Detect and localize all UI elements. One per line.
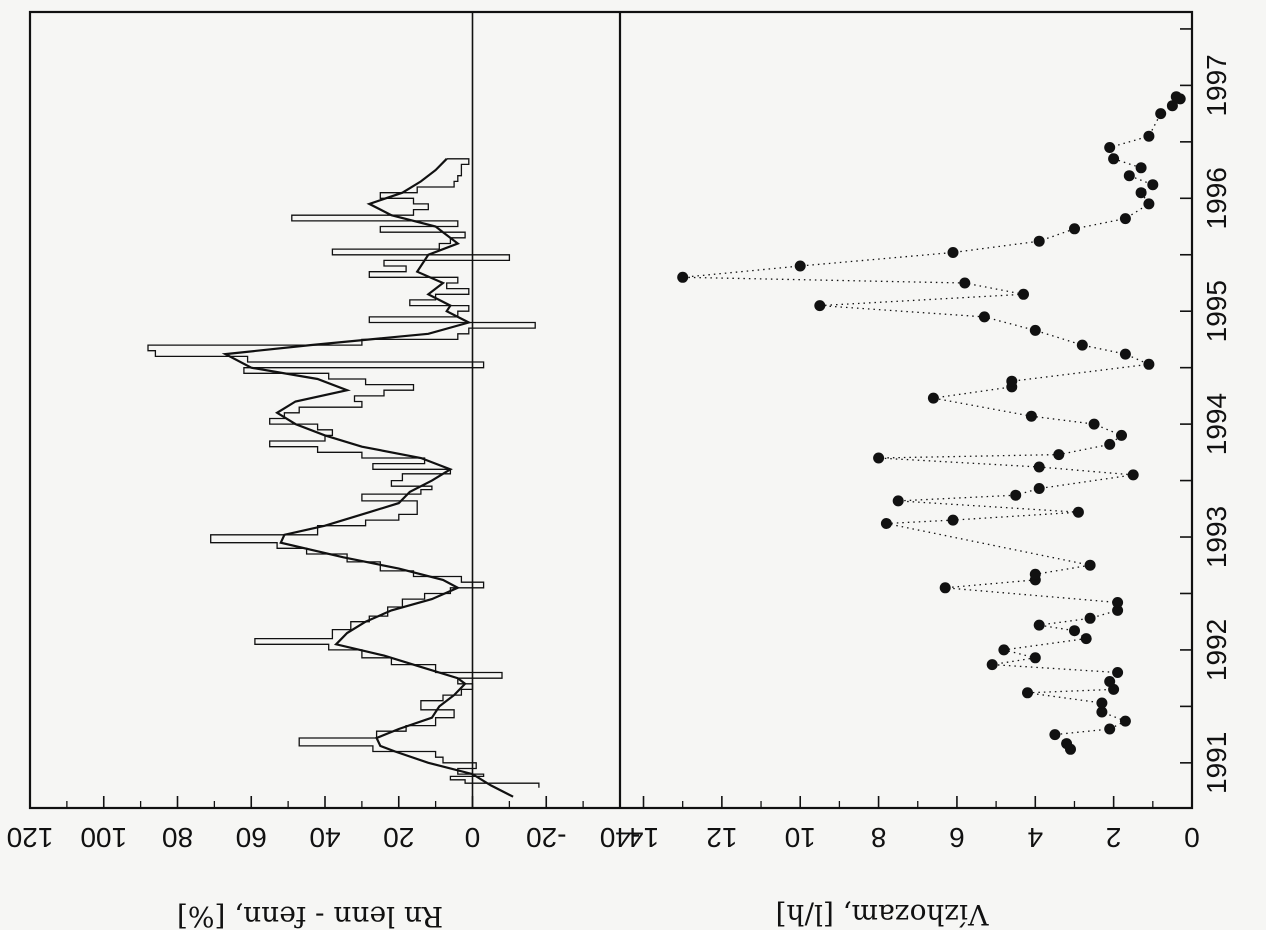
data-point	[1143, 130, 1155, 142]
data-point	[927, 392, 939, 404]
data-point	[1025, 410, 1037, 422]
data-point	[1112, 667, 1124, 678]
data-point	[1108, 153, 1120, 165]
data-point	[959, 277, 971, 289]
data-point	[1033, 483, 1045, 494]
x-tick-label: 1991	[1201, 732, 1232, 794]
bottom-y-tick-label: 10	[785, 822, 816, 853]
data-point	[1084, 559, 1096, 571]
scatter-connector	[682, 96, 1182, 750]
x-tick-label: 1992	[1201, 619, 1232, 681]
x-tick-label: 1995	[1201, 280, 1232, 342]
plot-frame	[28, 10, 1194, 810]
data-point	[1143, 198, 1155, 210]
data-point	[939, 582, 951, 594]
data-point	[1018, 288, 1029, 300]
top-y-tick-label: 100	[80, 822, 127, 853]
step-series	[147, 158, 540, 788]
data-point	[1143, 358, 1155, 370]
data-point	[1119, 213, 1131, 225]
top-panel: 120 100 80 60 40 20 0 -20 -40	[7, 12, 640, 853]
top-y-tick-label: 120	[7, 822, 54, 853]
data-point	[1010, 489, 1022, 501]
data-point	[1088, 418, 1100, 430]
data-point	[1006, 375, 1018, 387]
data-point	[1072, 506, 1084, 518]
data-point	[1155, 108, 1167, 120]
data-point	[1049, 729, 1061, 741]
data-point	[1135, 187, 1147, 199]
data-point	[1104, 438, 1116, 450]
top-y-tick-label: 60	[236, 822, 267, 853]
data-point	[1053, 449, 1065, 461]
data-point	[1116, 429, 1127, 441]
x-tick-label: 1994	[1201, 393, 1232, 455]
data-point	[998, 644, 1010, 656]
data-point	[1104, 723, 1116, 735]
top-y-tick-label: 0	[465, 822, 481, 853]
data-point	[1080, 633, 1092, 645]
bottom-panel: 14 12 10 8 6 4 2 0	[628, 91, 1200, 853]
x-tick-label: 1996	[1201, 167, 1232, 229]
data-point	[1147, 179, 1159, 191]
bottom-y-tick-label: 12	[706, 822, 737, 853]
data-point	[1076, 339, 1088, 351]
top-y-tick-label: 20	[383, 822, 414, 853]
data-point	[1112, 597, 1124, 608]
bottom-y-tick-label: 8	[871, 822, 887, 853]
data-point	[880, 518, 892, 529]
data-point	[1029, 652, 1041, 664]
data-point	[1069, 625, 1080, 637]
data-point	[1029, 324, 1041, 336]
data-point	[1119, 348, 1131, 360]
bottom-y-axis-label: Vízhozam, [l/h]	[776, 898, 990, 930]
data-point	[1119, 715, 1131, 727]
data-point	[794, 260, 806, 272]
data-point	[1022, 687, 1033, 699]
bottom-y-tick-label: 2	[1106, 822, 1122, 853]
top-y-tick-label: 80	[162, 822, 193, 853]
top-y-tick-label: -20	[526, 822, 566, 853]
data-point	[1033, 619, 1045, 631]
x-tick-label: 1993	[1201, 506, 1232, 568]
bottom-y-tick-label: 6	[949, 822, 965, 853]
data-point	[1170, 91, 1182, 103]
data-point	[892, 495, 904, 507]
data-point	[1104, 142, 1116, 153]
data-point	[947, 247, 959, 258]
data-point	[978, 311, 990, 323]
top-y-axis-label: Rn lenn - fenn, [%]	[177, 900, 443, 930]
x-tick-label: 1997	[1201, 54, 1232, 116]
data-point	[1033, 461, 1045, 473]
data-point	[677, 271, 689, 283]
bottom-y-tick-label: 14	[628, 822, 659, 853]
data-point	[873, 452, 885, 464]
bottom-y-tick-label: 0	[1184, 822, 1200, 853]
data-point	[1127, 469, 1139, 481]
data-point	[1123, 170, 1135, 182]
data-point	[1166, 100, 1178, 112]
data-point	[986, 659, 998, 671]
line-series	[221, 158, 514, 798]
bottom-y-tick-label: 4	[1027, 822, 1043, 853]
data-point	[1096, 697, 1108, 709]
data-point	[1084, 612, 1096, 624]
data-point	[1033, 235, 1045, 247]
data-point	[947, 514, 959, 526]
data-point	[1104, 676, 1116, 687]
data-point	[1069, 223, 1080, 235]
data-point	[1029, 568, 1041, 580]
data-point	[814, 300, 826, 312]
data-point	[1112, 604, 1124, 616]
data-point	[1061, 738, 1073, 750]
top-y-tick-label: -40	[600, 822, 640, 853]
top-y-tick-label: 40	[309, 822, 340, 853]
outer-frame	[28, 10, 1194, 810]
shared-x-axis: 1991 1992 1993 1994 1995 1996 1997	[1180, 28, 1232, 794]
data-point	[1096, 706, 1108, 718]
data-point	[1135, 162, 1147, 174]
